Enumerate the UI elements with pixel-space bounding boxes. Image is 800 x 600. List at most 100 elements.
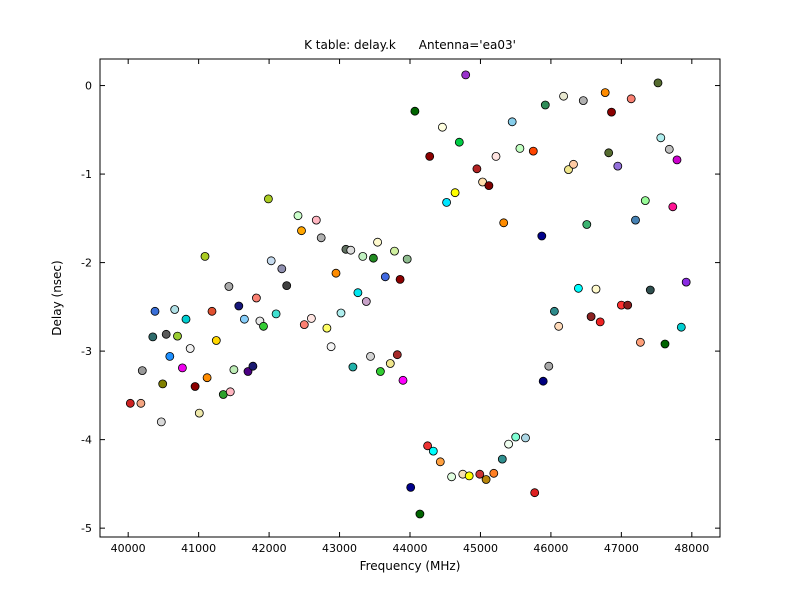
data-point [530,488,540,498]
data-point [437,122,447,132]
data-point [358,251,368,261]
data-point [181,314,191,324]
data-point [626,94,636,104]
data-point [190,382,200,391]
data-point [600,88,610,97]
data-point [375,367,385,376]
data-point [415,509,425,519]
x-tick-label: 43000 [322,542,357,555]
data-point [595,317,605,327]
data-point [591,284,601,294]
data-point [645,285,655,295]
data-point [293,211,303,221]
data-point [454,137,464,147]
data-point [297,226,306,236]
data-point [442,197,452,207]
data-point [491,151,501,161]
data-point [450,188,460,198]
data-point [435,457,445,467]
data-point [613,161,623,171]
data-point [353,288,363,298]
data-point [398,375,408,385]
data-point [361,297,371,306]
data-point [681,277,691,287]
data-point [395,274,405,284]
data-point [528,146,538,156]
data-point [623,300,633,310]
data-point [373,237,383,247]
data-point [392,350,402,360]
data-point [540,100,550,110]
data-point [660,339,670,349]
data-point [538,376,548,386]
data-point [282,281,292,291]
data-point [640,196,650,206]
data-point [156,417,166,427]
x-tick-label: 44000 [393,542,428,555]
data-point [559,91,568,101]
data-point [668,202,678,212]
x-tick-label: 42000 [252,542,287,555]
data-point [380,272,390,282]
data-point [507,117,517,127]
x-tick-label: 45000 [463,542,498,555]
data-point [326,342,336,352]
data-point [569,159,578,169]
data-point [537,231,547,241]
data-point [251,293,261,303]
data-point [229,365,239,375]
data-point [158,379,168,389]
data-point [170,305,180,314]
data-point [521,433,530,443]
axes-frame [99,58,721,538]
x-tick-label: 48000 [674,542,709,555]
data-point [497,454,507,464]
data-point [136,398,146,408]
data-point [316,233,326,243]
data-point [322,323,332,333]
data-point [259,321,268,331]
data-point [366,351,375,361]
data-point [656,133,666,143]
data-point [653,78,663,88]
x-tick-label: 41000 [181,542,216,555]
data-point [137,366,147,376]
plot-title: K table: delay.k Antenna='ea03' [304,38,516,52]
data-point [461,70,471,80]
data-point [263,194,273,204]
data-point [194,408,204,418]
data-point [125,398,135,408]
data-point [489,468,499,478]
data-point [211,336,221,345]
data-point [402,254,412,264]
x-tick-label: 46000 [533,542,568,555]
x-axis-label: Frequency (MHz) [359,559,461,573]
data-point [390,246,399,256]
x-tick-label: 40000 [111,542,146,555]
data-point [225,387,235,397]
data-point [425,151,435,161]
data-point [604,148,614,158]
data-point [161,329,171,339]
data-point [428,446,438,456]
data-point [239,314,249,324]
data-point [277,264,287,274]
x-tick-label: 47000 [604,542,639,555]
data-point [266,256,276,266]
data-point [586,312,596,322]
data-point [368,253,378,263]
y-tick-label: -2 [81,257,92,270]
y-tick-label: -4 [81,434,92,447]
data-point [299,320,309,330]
data-point [544,361,554,371]
data-point [234,301,244,311]
data-point [311,215,321,225]
data-point [150,306,160,316]
data-point [177,363,187,373]
data-point [672,155,682,165]
data-point [385,359,395,368]
data-point [564,165,573,175]
data-point [676,322,686,332]
